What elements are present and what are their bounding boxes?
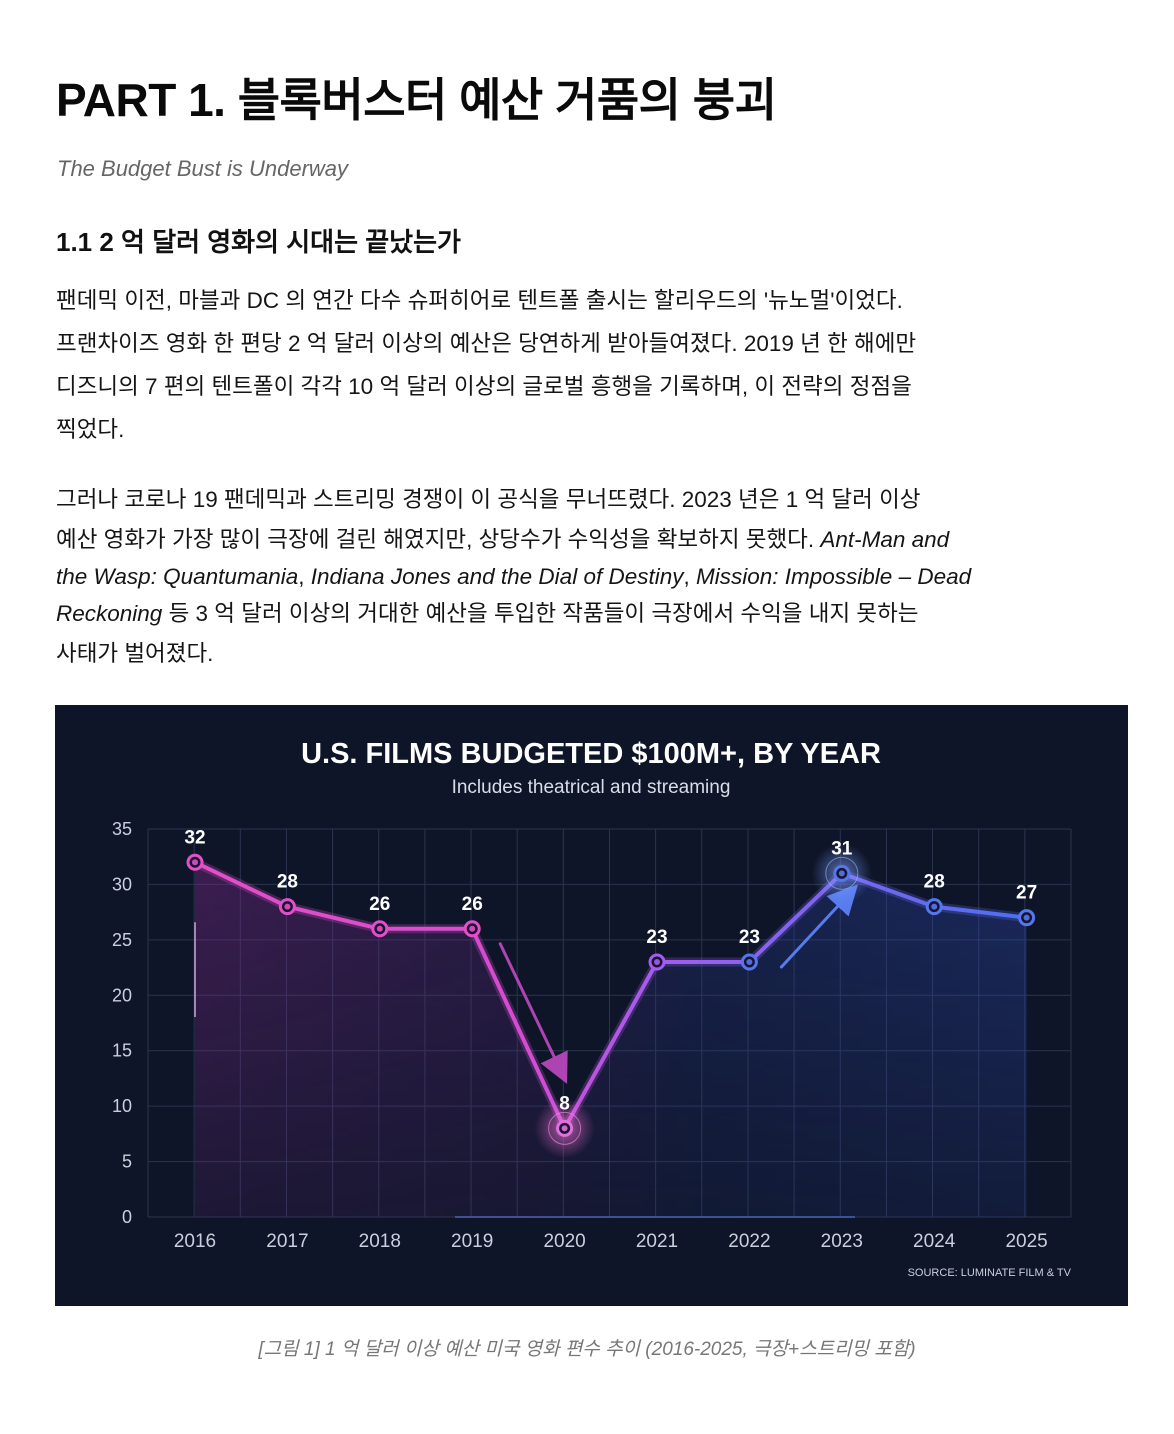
x-tick-label: 2016: [174, 1231, 216, 1252]
chart-subtitle: Includes theatrical and streaming: [452, 777, 731, 798]
figure-caption: [그림 1] 1 억 달러 이상 예산 미국 영화 편수 추이 (2016-20…: [258, 1339, 916, 1360]
data-label: 26: [369, 894, 390, 915]
section-heading: 1.1 2 억 달러 영화의 시대는 끝났는가: [56, 227, 461, 257]
series-line: [194, 860, 1027, 1131]
data-point-core: [746, 959, 753, 966]
data-label: 27: [1016, 883, 1037, 904]
separator: ,: [683, 564, 696, 589]
chart-title: U.S. FILMS BUDGETED $100M+, BY YEAR: [301, 738, 881, 770]
x-tick-label: 2019: [451, 1231, 493, 1252]
paragraph-2-text: 등 3 억 달러 이상의 거대한 예산을 투입한 작품들이 극장에서 수익을 내…: [162, 601, 919, 626]
chart-points: [186, 843, 1036, 1159]
page-title: PART 1. 블록버스터 예산 거품의 붕괴: [56, 74, 777, 126]
x-tick-label: 2021: [636, 1231, 678, 1252]
data-label: 32: [184, 827, 205, 848]
paragraph-2-line: Reckoning 등 3 억 달러 이상의 거대한 예산을 투입한 작품들이 …: [56, 595, 1131, 632]
paragraph-1-line: 디즈니의 7 편의 텐트폴이 각각 10 억 달러 이상의 글로벌 흥행을 기록…: [56, 374, 912, 399]
paragraph-2-line: 그러나 코로나 19 팬데믹과 스트리밍 경쟁이 이 공식을 무너뜨렸다. 20…: [56, 487, 921, 512]
paragraph-1-line: 찍었다.: [56, 417, 125, 442]
data-label: 28: [277, 872, 298, 893]
point-ring: [825, 856, 859, 890]
paragraph-1-line: 프랜차이즈 영화 한 편당 2 억 달러 이상의 예산은 당연하게 받아들여졌다…: [56, 331, 917, 356]
paragraph-2-line: 예산 영화가 가장 많이 극장에 걸린 해였지만, 상당수가 수익성을 확보하지…: [56, 521, 1131, 558]
page-subtitle: The Budget Bust is Underway: [57, 156, 349, 181]
data-label: 8: [559, 1093, 570, 1114]
data-label: 28: [924, 872, 945, 893]
data-label: 23: [646, 927, 667, 948]
x-tick-label: 2022: [728, 1231, 770, 1252]
y-tick-label: 5: [122, 1152, 132, 1172]
chart-line: [193, 858, 1028, 1133]
x-tick-label: 2017: [266, 1231, 308, 1252]
chart-source: SOURCE: LUMINATE FILM & TV: [908, 1267, 1072, 1279]
data-point-core: [284, 903, 291, 910]
data-point-core: [192, 859, 198, 866]
data-point-core: [931, 903, 938, 910]
paragraph-1-line: 팬데믹 이전, 마블과 DC 의 연간 다수 슈퍼히어로 텐트폴 출시는 할리우…: [56, 288, 903, 313]
x-tick-label: 2024: [913, 1231, 956, 1252]
data-point-core: [469, 925, 476, 932]
x-tick-label: 2023: [821, 1231, 863, 1252]
paragraph-2-line: the Wasp: Quantumania, Indiana Jones and…: [56, 558, 1131, 595]
drop-arrow: [498, 942, 568, 1084]
data-point-core: [654, 959, 660, 966]
x-tick-label: 2025: [1005, 1231, 1047, 1252]
chart-annotations: [498, 884, 858, 1084]
y-tick-label: 15: [112, 1041, 132, 1061]
data-label: 23: [739, 927, 760, 948]
film-title: Ant-Man and: [820, 527, 950, 552]
x-tick-label: 2018: [359, 1231, 401, 1252]
y-tick-label: 10: [112, 1096, 132, 1116]
chart-labels: 32 28 26 26 8 23 23 31 28 27: [184, 827, 1037, 1114]
data-point-core: [561, 1125, 568, 1132]
data-point-core: [376, 925, 383, 932]
data-label: 31: [831, 838, 853, 859]
series-area: [195, 862, 1027, 1217]
chart-canvas: U.S. FILMS BUDGETED $100M+, BY YEAR Incl…: [112, 738, 1072, 1279]
y-tick-label: 35: [112, 819, 132, 839]
data-point-core: [838, 870, 845, 877]
data-point-core: [1023, 914, 1030, 921]
film-title: Reckoning: [56, 601, 163, 626]
film-title: Mission: Impossible – Dead: [696, 564, 972, 589]
paragraph-2: 그러나 코로나 19 팬데믹과 스트리밍 경쟁이 이 공식을 무너뜨렸다. 20…: [56, 478, 1131, 675]
film-title: the Wasp: Quantumania: [56, 564, 299, 589]
y-tick-label: 0: [122, 1207, 132, 1227]
y-tick-label: 20: [112, 985, 132, 1005]
y-tick-label: 30: [112, 874, 132, 894]
film-title: Indiana Jones and the Dial of Destiny: [310, 564, 684, 589]
budget-chart: U.S. FILMS BUDGETED $100M+, BY YEAR Incl…: [55, 705, 1128, 1306]
chart-area: [194, 862, 1027, 1217]
paragraph-1: 팬데믹 이전, 마블과 DC 의 연간 다수 슈퍼히어로 텐트폴 출시는 할리우…: [56, 279, 1131, 451]
x-tick-label: 2020: [543, 1231, 585, 1252]
paragraph-2-line: 사태가 벌어졌다.: [56, 641, 214, 666]
y-tick-label: 25: [112, 930, 132, 950]
point-ring: [548, 1111, 582, 1145]
rise-arrow: [779, 884, 858, 969]
data-label: 26: [462, 894, 483, 915]
separator: ,: [298, 564, 311, 589]
paragraph-2-text: 예산 영화가 가장 많이 극장에 걸린 해였지만, 상당수가 수익성을 확보하지…: [56, 527, 821, 552]
